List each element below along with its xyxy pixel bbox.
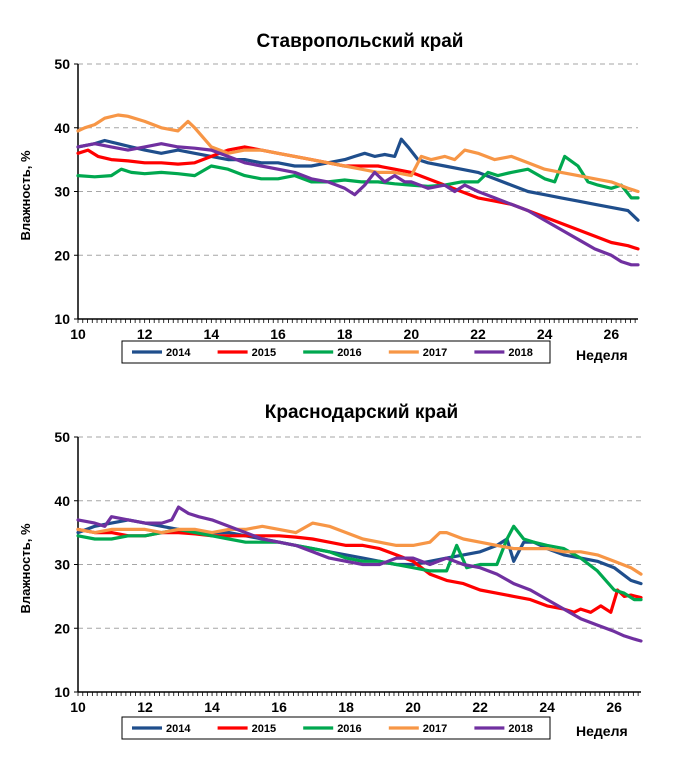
legend-label-2018: 2018 [508, 347, 532, 359]
series-line-2014 [76, 137, 640, 222]
chart-1: Ставропольский край 10 20 30 40 50 10 12 14 16 18 2… [18, 31, 640, 364]
chart-title: Краснодарский край [265, 402, 458, 423]
series-line-2017 [76, 521, 643, 576]
legend-label-2015: 2015 [252, 723, 276, 735]
series-line-2015 [76, 527, 643, 614]
legend-label-2014: 2014 [166, 723, 191, 735]
legend-label-2014: 2014 [166, 347, 191, 359]
chart-title: Ставропольский край [257, 31, 464, 52]
y-tick-label: 50 [54, 56, 70, 72]
x-tick-label: 14 [204, 326, 220, 342]
y-tick-label: 20 [54, 620, 70, 636]
x-tick-label: 12 [137, 699, 153, 715]
y-axis-label: Влажность, % [18, 150, 33, 241]
x-tick-label: 20 [404, 326, 420, 342]
y-tick-label: 50 [54, 429, 70, 445]
legend-label-2015: 2015 [252, 347, 276, 359]
legend-label-2016: 2016 [337, 347, 361, 359]
series-line-2018 [76, 142, 640, 267]
series-line-2016 [76, 154, 640, 200]
x-tick-label: 26 [606, 699, 622, 715]
legend [121, 716, 551, 740]
x-tick-label: 16 [270, 326, 286, 342]
x-tick-label: 20 [405, 699, 421, 715]
x-tick-label: 14 [204, 699, 220, 715]
x-tick-label: 10 [70, 326, 86, 342]
y-tick-label: 30 [54, 184, 70, 200]
legend-label-2017: 2017 [423, 723, 447, 735]
y-axis-label: Влажность, % [18, 523, 33, 614]
x-tick-label: 22 [470, 326, 486, 342]
series-line-2017 [76, 113, 640, 194]
y-tick-label: 20 [54, 247, 70, 263]
x-axis-label: Неделя [576, 723, 628, 739]
x-tick-label: 12 [137, 326, 153, 342]
legend [121, 340, 551, 364]
x-tick-label: 10 [70, 699, 86, 715]
x-tick-label: 22 [472, 699, 488, 715]
legend-label-2018: 2018 [508, 723, 532, 735]
y-tick-label: 10 [54, 684, 70, 700]
y-tick-label: 10 [54, 311, 70, 327]
y-tick-label: 40 [54, 120, 70, 136]
legend-label-2016: 2016 [337, 723, 361, 735]
legend-label-2017: 2017 [423, 347, 447, 359]
x-tick-label: 24 [539, 699, 555, 715]
x-tick-label: 16 [271, 699, 287, 715]
x-axis-label: Неделя [576, 347, 628, 363]
x-tick-label: 18 [337, 326, 353, 342]
y-tick-label: 30 [54, 557, 70, 573]
x-tick-label: 26 [604, 326, 620, 342]
x-tick-label: 24 [537, 326, 553, 342]
x-tick-label: 18 [338, 699, 354, 715]
series-line-2018 [76, 505, 643, 643]
chart-2: Краснодарский край 10 20 30 40 50 10 12 14 16 18 20… [18, 402, 643, 740]
y-tick-label: 40 [54, 493, 70, 509]
